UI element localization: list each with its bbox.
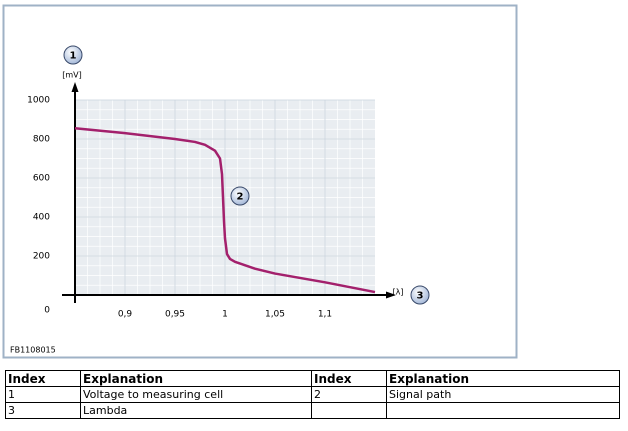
cell: Signal path	[386, 386, 620, 403]
x-tick-label: 1,05	[265, 310, 285, 320]
y-tick-label: 800	[33, 135, 50, 145]
callout-label: 2	[237, 192, 244, 203]
legend-table: Index Explanation Index Explanation 1 Vo…	[5, 370, 620, 419]
cell: Voltage to measuring cell	[80, 386, 312, 403]
y-tick-label: 400	[33, 213, 50, 223]
header-cell: Index	[311, 370, 387, 387]
cell: Lambda	[80, 402, 312, 419]
x-tick-label: 1,1	[318, 310, 332, 320]
x-unit: [λ]	[393, 288, 404, 297]
y-arrow	[71, 82, 79, 92]
cell: 3	[5, 402, 81, 419]
y-tick-label: 0	[44, 306, 50, 316]
cell: 2	[311, 386, 387, 403]
y-tick-label: 600	[33, 174, 50, 184]
x-tick-label: 0,9	[118, 310, 133, 320]
callout-label: 3	[417, 291, 424, 302]
x-tick-label: 1	[222, 310, 228, 320]
cell	[311, 402, 387, 419]
table-row: 1 Voltage to measuring cell 2 Signal pat…	[5, 386, 620, 403]
table-header: Index Explanation Index Explanation	[5, 370, 620, 387]
callout	[410, 285, 430, 305]
chart: [mV] [λ] FB1108015 0 200 400 600 800 1000 0,9 0…	[2, 4, 518, 359]
header-cell: Explanation	[80, 370, 312, 387]
header-cell: Index	[5, 370, 81, 387]
x-tick-label: 0,95	[165, 310, 185, 320]
y-unit: [mV]	[62, 71, 82, 80]
cell	[386, 402, 620, 419]
y-tick-label: 1000	[27, 96, 50, 106]
callout	[63, 45, 83, 65]
callout	[230, 186, 250, 206]
table-row: 3 Lambda	[5, 402, 620, 419]
callout-label: 1	[70, 51, 77, 62]
header-cell: Explanation	[386, 370, 620, 387]
x-arrow	[386, 291, 396, 299]
y-tick-label: 200	[33, 252, 50, 262]
curve	[74, 127, 376, 294]
source-code: FB1108015	[10, 346, 56, 355]
cell: 1	[5, 386, 81, 403]
